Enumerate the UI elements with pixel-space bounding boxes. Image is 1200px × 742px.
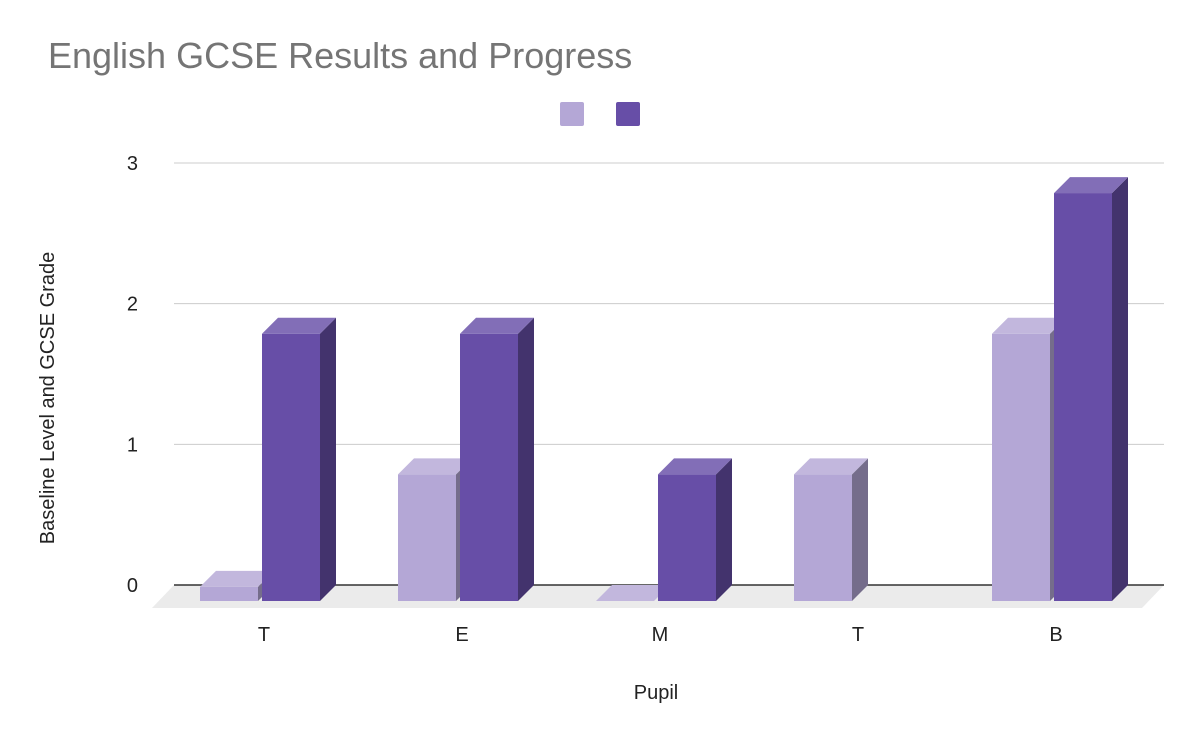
- x-tick-label: T: [258, 624, 270, 646]
- bar-front: [398, 474, 456, 601]
- bar-top: [992, 317, 1066, 334]
- x-tick-label: B: [1049, 624, 1062, 646]
- x-tick-label: T: [852, 624, 864, 646]
- bar-front: [794, 474, 852, 601]
- y-tick-labels: 0 1 2 3: [127, 153, 138, 597]
- legend-swatch-series-1: [560, 102, 584, 126]
- bar: [794, 458, 868, 601]
- y-axis-label: Baseline Level and GCSE Grade: [37, 252, 59, 544]
- bar-side: [716, 458, 732, 601]
- bar-front: [262, 333, 320, 601]
- bar-top: [658, 458, 732, 475]
- y-tick-label: 0: [127, 575, 138, 597]
- bar-front: [658, 474, 716, 601]
- bar: [262, 317, 336, 601]
- bar-top: [460, 317, 534, 334]
- bar-front: [1054, 193, 1112, 602]
- y-tick-label: 3: [127, 153, 138, 175]
- bar: [1054, 177, 1128, 602]
- bar-front: [460, 333, 518, 601]
- bar-side: [320, 317, 336, 601]
- bar-side: [852, 458, 868, 601]
- x-axis-label: Pupil: [634, 682, 678, 704]
- bar-top: [398, 458, 472, 475]
- bar-top: [794, 458, 868, 475]
- bar-top: [200, 570, 274, 587]
- x-tick-label: M: [652, 624, 669, 646]
- bar-front: [200, 586, 258, 601]
- bar: [596, 585, 670, 601]
- bar-side: [518, 317, 534, 601]
- bar: [200, 570, 274, 601]
- bar-side: [1112, 177, 1128, 602]
- bar-top: [1054, 177, 1128, 194]
- x-tick-label: E: [455, 624, 468, 646]
- legend: [560, 102, 640, 126]
- bars: [200, 177, 1128, 602]
- bar-top: [262, 317, 336, 334]
- legend-swatch-series-2: [616, 102, 640, 126]
- bar-top: [596, 585, 670, 601]
- bar-front: [992, 333, 1050, 601]
- bar: [460, 317, 534, 601]
- y-tick-label: 1: [127, 434, 138, 456]
- chart-title: English GCSE Results and Progress: [48, 35, 632, 76]
- bar: [658, 458, 732, 601]
- y-tick-label: 2: [127, 294, 138, 316]
